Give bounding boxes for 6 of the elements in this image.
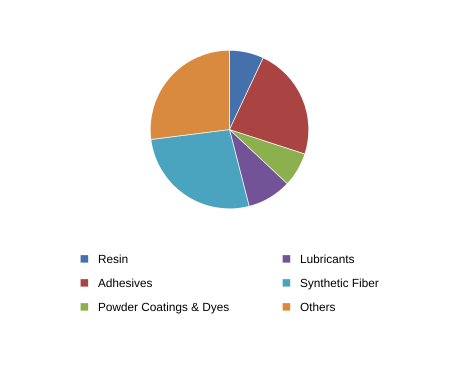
legend-label: Adhesives bbox=[98, 278, 152, 288]
legend-label: Synthetic Fiber bbox=[300, 278, 379, 290]
legend-label: Lubricants bbox=[300, 254, 354, 264]
legend-label: Powder Coatings & Dyes bbox=[98, 302, 229, 314]
legend-label: Others bbox=[300, 302, 336, 312]
legend-label: Resin bbox=[98, 254, 128, 264]
